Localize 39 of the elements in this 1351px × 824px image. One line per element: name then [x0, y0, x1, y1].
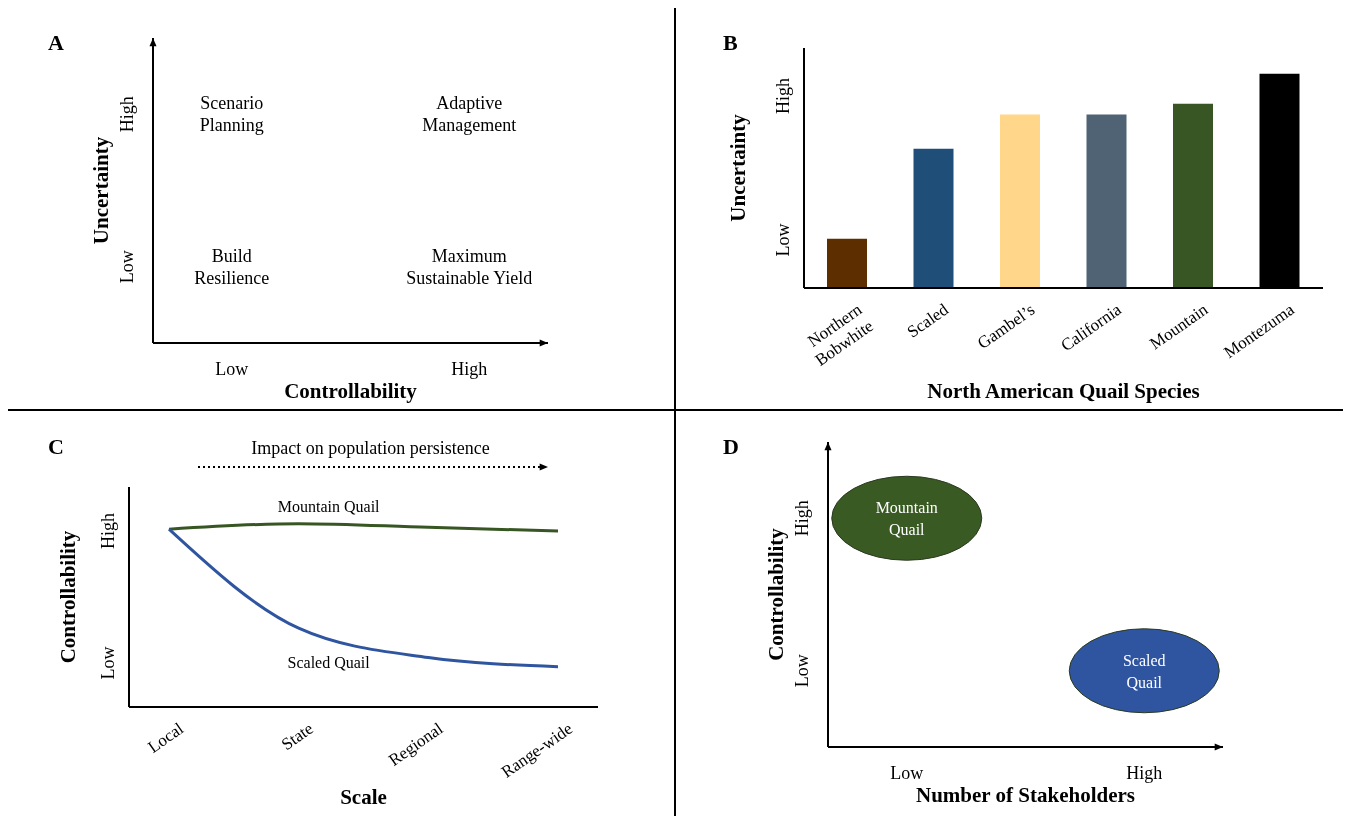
- text: Scaled Quail: [1122, 651, 1166, 691]
- category-label: Low: [792, 654, 812, 688]
- y-axis-title: Controllability: [55, 530, 81, 664]
- text: Maximum Sustainable Yield: [406, 245, 533, 288]
- x-tick-label: State: [277, 718, 317, 754]
- category-label: High: [451, 359, 488, 379]
- text: Controllability: [764, 527, 788, 661]
- text: A: [48, 30, 64, 56]
- text: Low: [97, 646, 119, 680]
- text: Scenario Planning: [199, 93, 264, 136]
- category-label: Low: [890, 763, 924, 783]
- category-label: High: [1126, 763, 1163, 783]
- text: Impact on population persistence: [250, 438, 491, 459]
- text: Build Resilience: [194, 245, 270, 288]
- text: High: [97, 513, 119, 549]
- series-label: Scaled Quail: [287, 654, 371, 672]
- text: D: [723, 434, 739, 460]
- category-label: High: [792, 500, 812, 537]
- category-label: High: [117, 96, 137, 133]
- text: Controllability: [284, 379, 418, 403]
- bar: [1086, 114, 1127, 288]
- text: Adaptive Management: [422, 93, 517, 136]
- series-label: Mountain Quail: [277, 497, 381, 515]
- text: Low: [772, 223, 794, 257]
- bar: [1000, 114, 1040, 288]
- bar: [1173, 103, 1213, 288]
- category-label: Low: [117, 250, 137, 284]
- x-axis-title: North American Quail Species: [927, 379, 1200, 403]
- bar: [913, 148, 954, 288]
- chart-title: B: [723, 30, 738, 56]
- y-axis-title: Uncertainty: [725, 114, 751, 222]
- text: Uncertainty: [89, 136, 113, 245]
- category-label: Low: [215, 359, 249, 379]
- text: Mountain Quail: [875, 499, 938, 539]
- bar: [827, 238, 867, 288]
- chart-title: C: [48, 434, 64, 460]
- text: High: [772, 78, 794, 114]
- text: Number of Stakeholders: [916, 783, 1135, 807]
- x-axis-title: Scale: [340, 785, 387, 809]
